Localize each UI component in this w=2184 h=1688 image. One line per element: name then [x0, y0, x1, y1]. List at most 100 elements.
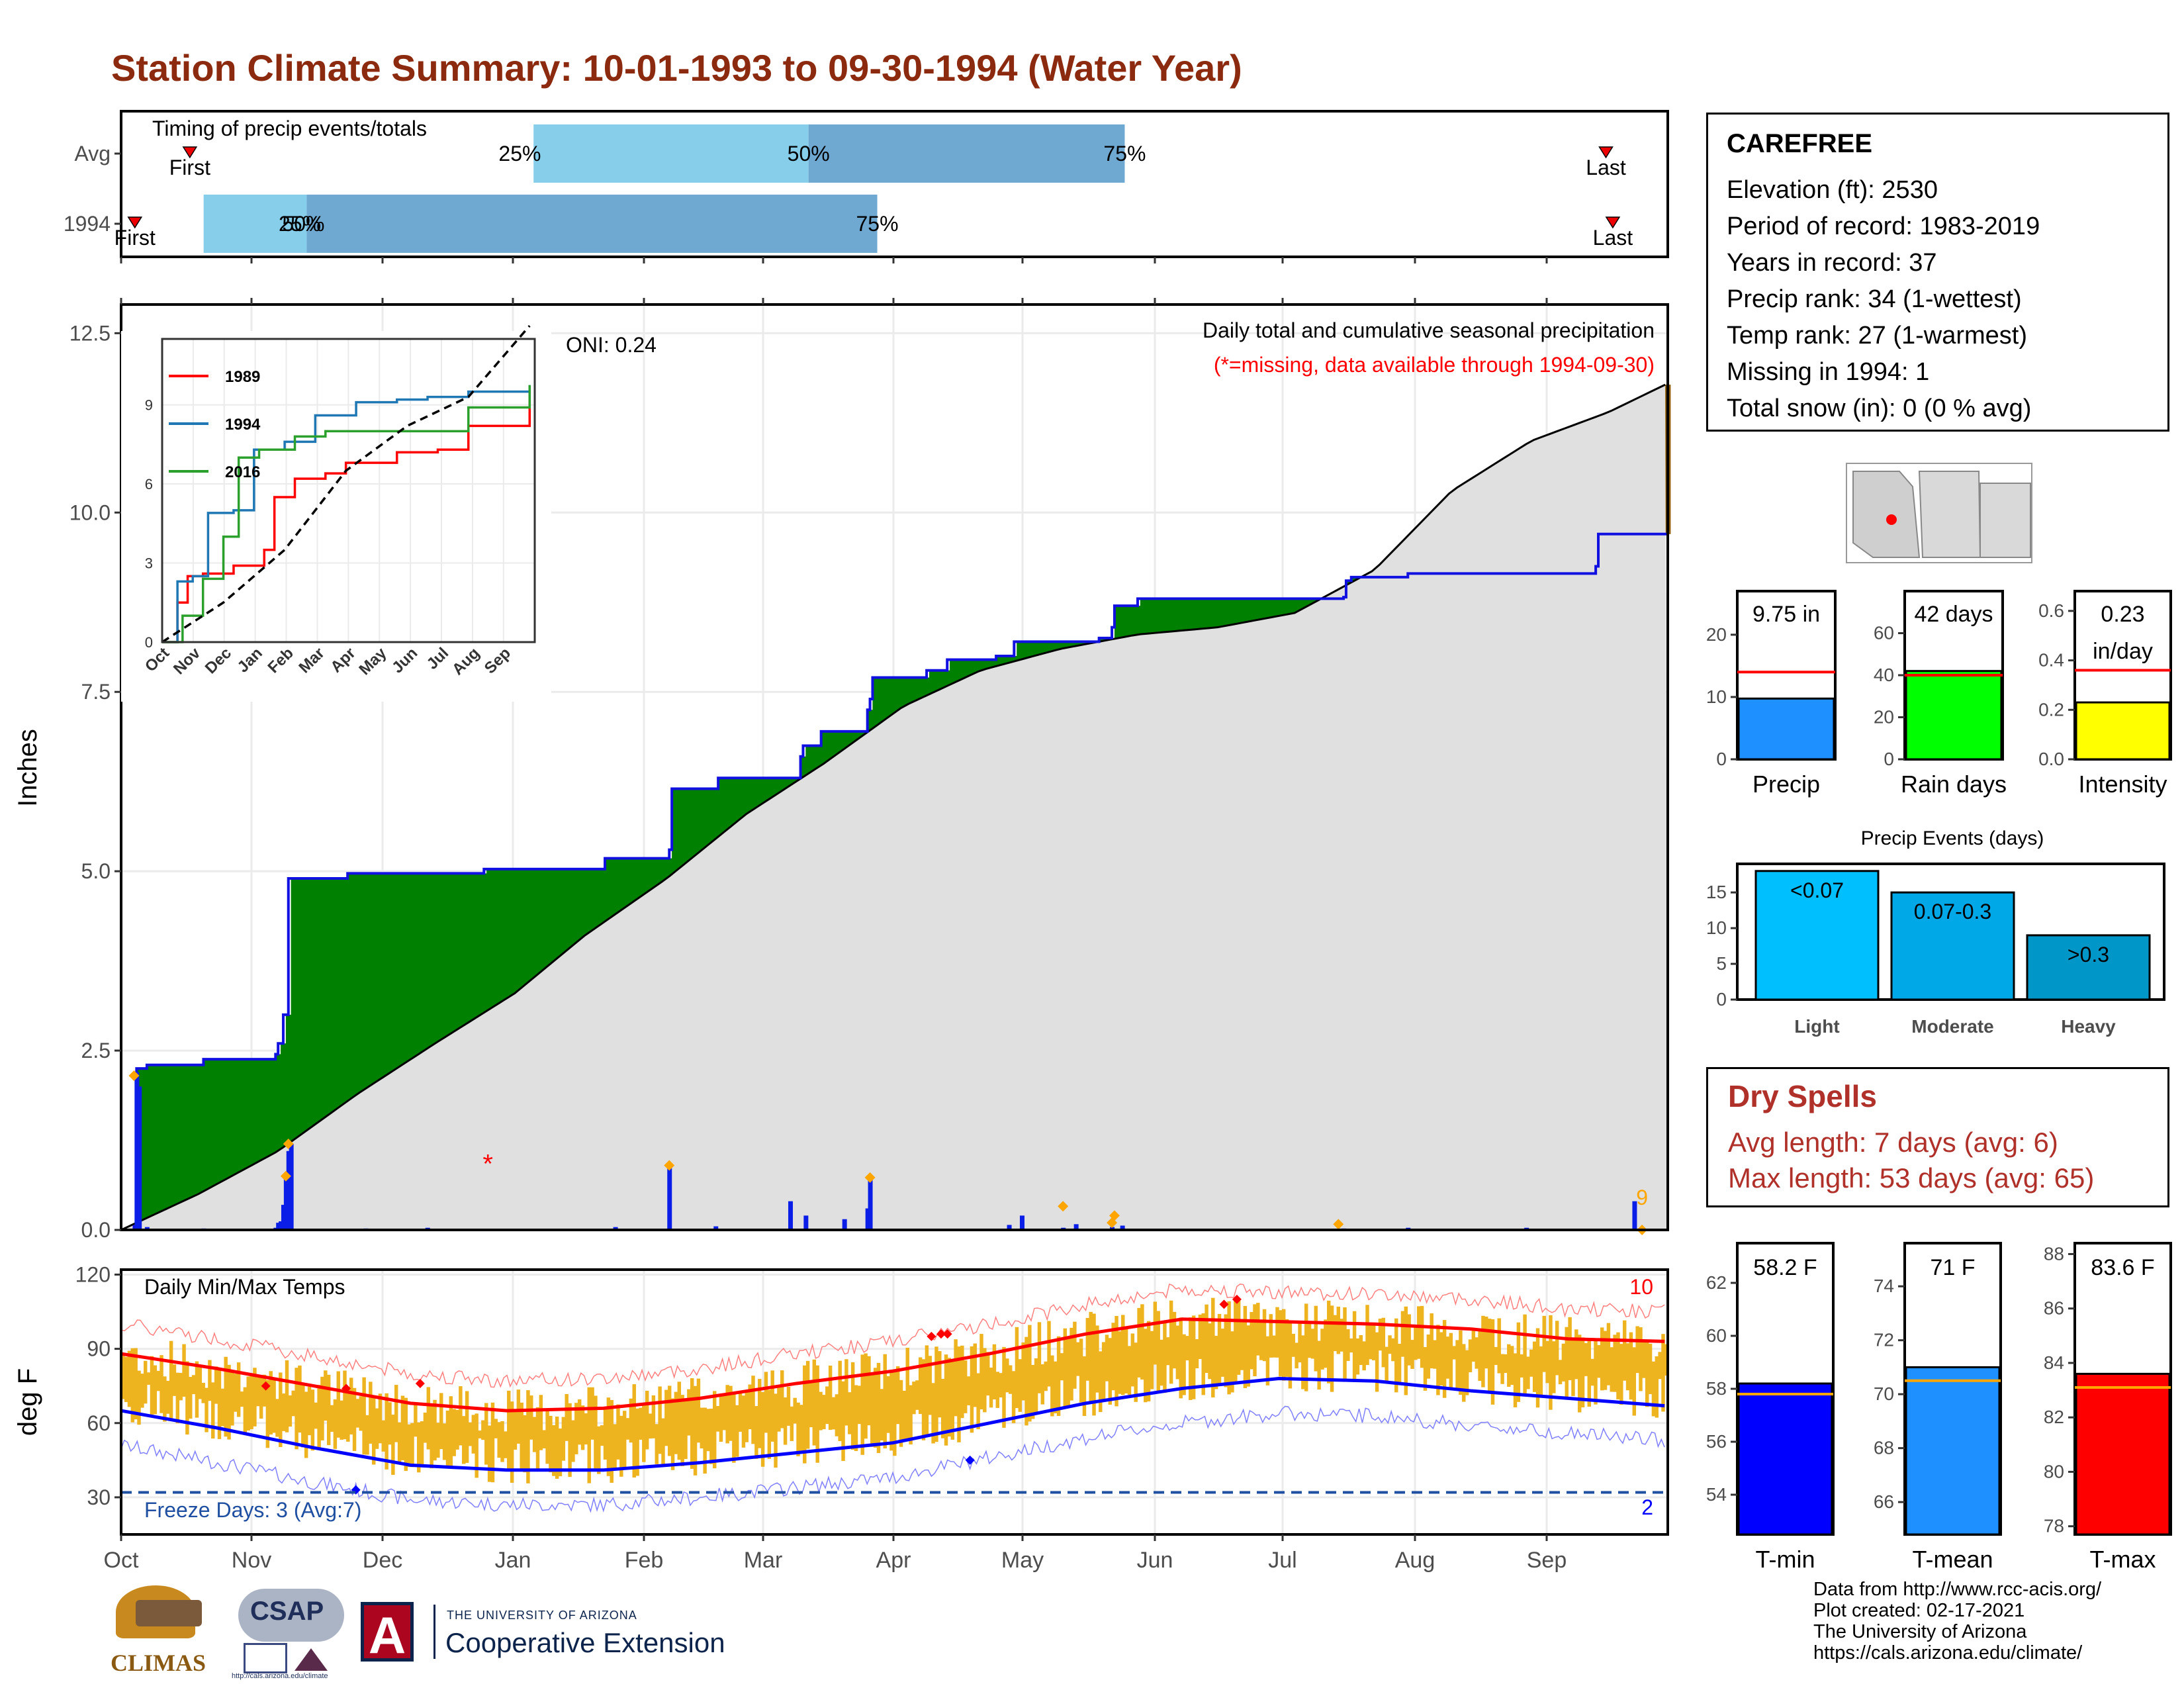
daily-temp-bar	[1189, 1317, 1193, 1400]
event-bar-label: >0.3	[2068, 943, 2109, 966]
daily-temp-bar	[426, 1387, 431, 1450]
above-average-area	[1006, 656, 1012, 664]
daily-temp-bar	[1510, 1346, 1514, 1385]
daily-temp-bar	[430, 1406, 433, 1469]
daily-temp-bar	[1532, 1341, 1537, 1392]
daily-temp-bar	[394, 1385, 398, 1442]
climas-wordmark: CLIMAS	[111, 1650, 206, 1676]
above-average-area	[347, 873, 353, 1102]
daily-temp-bar	[1504, 1354, 1508, 1374]
above-average-area	[1176, 598, 1182, 632]
timing-pct75-label: 75%	[1103, 142, 1146, 165]
big-event-marker	[1109, 1210, 1120, 1221]
daily-precip-bar	[1632, 1201, 1637, 1230]
timing-last-label: Last	[1593, 226, 1633, 250]
above-average-area	[754, 778, 760, 809]
daily-temp-bar	[349, 1378, 353, 1434]
daily-temp-bar	[629, 1398, 633, 1443]
daily-temp-bar	[442, 1423, 447, 1460]
daily-temp-bar	[625, 1418, 630, 1440]
inset-legend-label: 1989	[225, 368, 260, 386]
tmin-summary-y-tick-label: 54	[1706, 1484, 1727, 1505]
daily-temp-bar	[1420, 1305, 1424, 1368]
above-average-area	[296, 878, 302, 1139]
above-average-area	[1181, 598, 1187, 631]
above-average-area	[559, 868, 565, 957]
daily-temp-bar	[1632, 1347, 1637, 1416]
daily-temp-bar	[1073, 1321, 1077, 1389]
record-low-count: 2	[1641, 1495, 1653, 1519]
daily-temp-bar	[976, 1373, 980, 1430]
daily-temp-bar	[391, 1415, 395, 1476]
daily-temp-bar	[1156, 1311, 1160, 1393]
daily-temp-bar	[439, 1393, 443, 1450]
above-average-area	[769, 778, 776, 799]
tmean-summary-y-tick-label: 66	[1874, 1491, 1894, 1512]
above-average-area	[960, 659, 966, 680]
daily-temp-bar	[893, 1372, 897, 1456]
timing-pct25-label: 25%	[498, 142, 541, 165]
daily-temp-bar	[320, 1376, 324, 1440]
daily-temp-bar	[137, 1370, 141, 1425]
daily-temp-bar	[295, 1368, 298, 1450]
cumulative-1994-line	[121, 530, 1669, 1231]
daily-temp-bar	[535, 1407, 540, 1471]
daily-temp-bar	[983, 1348, 987, 1413]
daily-temp-bar	[205, 1387, 208, 1432]
daily-temp-bar	[494, 1419, 498, 1438]
daily-temp-bar	[1478, 1331, 1482, 1382]
above-average-area	[1248, 598, 1254, 622]
daily-temp-bar	[712, 1391, 717, 1469]
daily-temp-bar	[1639, 1327, 1643, 1391]
daily-temp-bar	[580, 1405, 585, 1450]
daily-temp-bar	[1056, 1336, 1061, 1417]
above-average-area	[1042, 641, 1048, 654]
daily-temp-bar	[1539, 1346, 1543, 1397]
daily-temp-bar	[928, 1356, 932, 1415]
above-average-area	[1212, 598, 1218, 628]
above-average-area	[872, 677, 878, 729]
daily-temp-bar	[471, 1415, 476, 1454]
daily-temp-bar	[1558, 1360, 1563, 1385]
above-average-area	[142, 1068, 148, 1221]
inset-legend-label: 2016	[225, 463, 260, 481]
intensity-summary-y-tick-label: 0.2	[2038, 699, 2064, 720]
above-average-area	[641, 858, 647, 897]
credit-line: The University of Arizona	[1813, 1621, 2027, 1642]
above-average-area	[491, 868, 498, 1008]
daily-temp-bar	[1622, 1320, 1627, 1381]
daily-temp-bar	[1445, 1336, 1450, 1379]
record-high-marker	[341, 1383, 351, 1393]
daily-temp-bar	[549, 1415, 553, 1473]
daily-temp-bar	[1127, 1346, 1132, 1395]
event-category-label: Heavy	[2061, 1016, 2116, 1037]
daily-temp-bar	[1227, 1301, 1231, 1395]
daily-temp-bar	[925, 1345, 929, 1435]
above-average-area	[831, 731, 837, 759]
daily-temp-bar	[760, 1391, 765, 1467]
temp-y-axis-label: deg F	[13, 1368, 42, 1436]
above-average-area	[749, 778, 755, 812]
daily-temp-bar	[1500, 1354, 1504, 1384]
station-name: CAREFREE	[1727, 129, 1873, 158]
tmean-summary-y-tick-label: 72	[1874, 1330, 1894, 1350]
above-average-area	[600, 868, 606, 925]
daily-temp-bar	[1246, 1325, 1250, 1387]
daily-temp-bar	[1535, 1328, 1540, 1408]
daily-temp-bar	[1211, 1297, 1215, 1398]
inset-legend-label: 1994	[225, 416, 261, 434]
daily-temp-bar	[587, 1387, 591, 1483]
daily-precip-bar	[667, 1164, 672, 1230]
daily-temp-bar	[156, 1370, 160, 1391]
big-event-marker	[1058, 1201, 1069, 1212]
above-average-area	[177, 1064, 183, 1204]
daily-temp-bar	[1407, 1314, 1411, 1366]
daily-temp-bar	[407, 1424, 411, 1468]
daily-temp-bar	[1423, 1347, 1428, 1391]
precip-y-tick-label: 10.0	[69, 500, 111, 524]
daily-temp-bar	[619, 1415, 623, 1477]
precip-summary-y-tick-label: 20	[1706, 624, 1727, 645]
daily-temp-bar	[1430, 1313, 1433, 1369]
above-average-area	[481, 873, 487, 1015]
above-average-area	[1124, 606, 1130, 637]
